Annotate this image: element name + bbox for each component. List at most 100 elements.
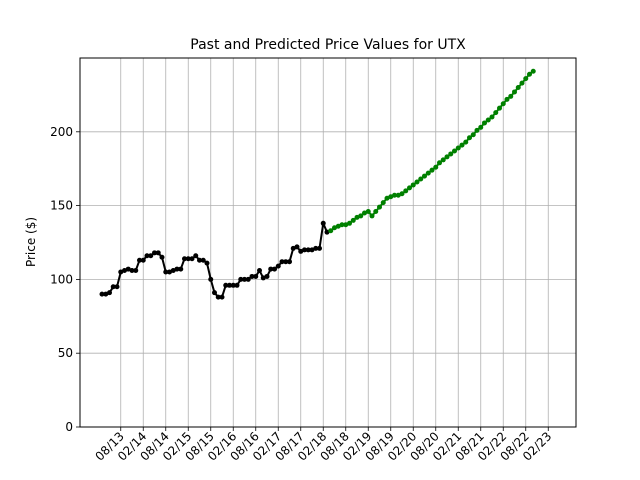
data-point [410,182,416,188]
data-point [530,68,536,74]
data-point [174,266,180,272]
data-point [440,157,446,163]
data-point [388,194,394,200]
y-tick-label: 0 [65,420,73,434]
data-point [302,247,307,253]
data-point [287,259,292,265]
data-point [403,188,409,194]
data-point [474,127,480,133]
data-point [257,268,262,274]
data-point [159,254,165,260]
data-point [437,160,442,166]
data-point [429,167,435,173]
data-point [253,273,259,279]
data-point [107,290,112,296]
data-point [298,248,304,254]
data-point [373,209,379,214]
data-point [478,124,484,130]
data-point [395,192,401,198]
data-point [452,148,457,154]
data-point [369,213,375,219]
data-point [249,273,255,279]
data-point [470,132,476,138]
data-point [459,142,465,148]
data-point [193,253,199,259]
data-point [290,245,296,251]
data-point [122,268,127,274]
y-tick-label: 50 [58,346,73,360]
data-point [268,266,274,272]
data-point [425,170,431,176]
data-point [140,257,146,263]
data-point [189,256,195,262]
data-point [324,229,330,235]
data-point [167,269,172,275]
chart-title: Past and Predicted Price Values for UTX [190,37,466,53]
data-point [500,101,506,107]
data-point [137,257,142,263]
data-point [418,176,424,182]
data-point [275,263,281,269]
data-point [422,173,427,179]
data-point [504,96,510,102]
data-point [320,220,326,226]
data-point [305,247,311,253]
data-point [343,222,349,228]
data-point [215,294,221,300]
data-point [110,284,116,290]
data-point [264,273,270,279]
data-point [350,217,356,223]
data-point [515,85,521,91]
data-point [144,253,150,259]
data-point [414,179,420,185]
data-point [485,117,491,123]
plot-frame [79,57,577,428]
data-point [114,284,120,290]
data-point [358,213,364,219]
series-line-0 [102,222,328,299]
y-tick-label: 150 [50,199,73,213]
data-point [204,260,210,266]
data-point [497,105,502,111]
data-point [185,256,191,262]
data-point [523,76,529,82]
data-point [234,282,240,288]
data-point [200,257,206,263]
data-point [527,71,532,77]
data-point [339,222,345,228]
data-point [332,225,337,231]
data-point [463,139,469,145]
data-point [238,276,244,282]
data-point [508,93,514,99]
data-point [392,192,397,198]
data-point [377,204,382,210]
axis-ticks: 05010015020008/1302/1408/1402/1508/1502/… [50,125,554,464]
data-point [129,268,135,274]
y-tick-label: 200 [50,125,73,139]
data-point [155,250,161,256]
data-point [242,276,247,282]
series-layer [99,68,536,300]
data-point [489,114,495,120]
data-point [433,164,439,170]
data-point [227,282,232,288]
data-point [99,291,105,297]
data-point [272,266,277,272]
data-point [354,214,360,220]
data-point [313,245,319,251]
data-point [148,253,154,259]
data-point [230,282,236,288]
data-point [407,185,412,191]
data-point [133,268,139,274]
data-point [182,256,187,262]
data-point [223,282,229,288]
data-point [170,268,176,274]
data-point [294,244,300,250]
y-axis-label: Price ($) [24,217,38,267]
data-point [444,154,450,160]
data-point [197,257,202,263]
y-tick-label: 100 [50,272,73,286]
data-point [178,266,184,272]
data-point [384,195,390,201]
data-point [328,228,334,234]
